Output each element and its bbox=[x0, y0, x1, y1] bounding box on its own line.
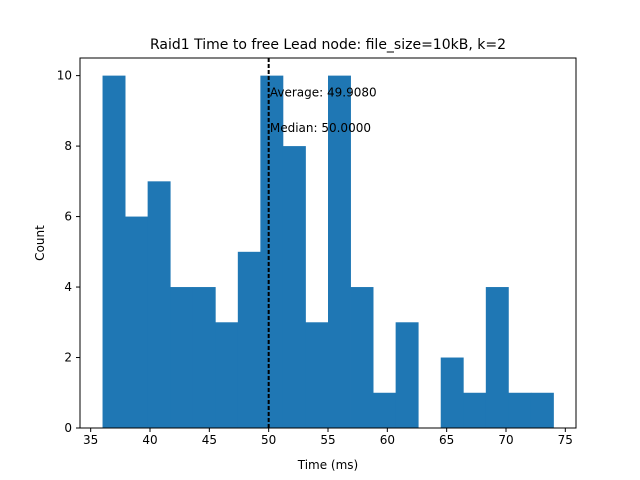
histogram-bar bbox=[215, 322, 239, 428]
histogram-bar bbox=[508, 392, 532, 428]
x-tick-label: 50 bbox=[261, 433, 276, 447]
annotations-group: Average: 49.9080 Median: 50.0000 bbox=[270, 86, 377, 135]
x-tick-label: 65 bbox=[439, 433, 454, 447]
x-tick-label: 55 bbox=[320, 433, 335, 447]
histogram-bar bbox=[395, 322, 419, 428]
histogram-bar bbox=[328, 75, 351, 428]
y-axis-label: Count bbox=[33, 225, 47, 261]
y-tick-label: 10 bbox=[57, 69, 72, 83]
x-tick-label: 75 bbox=[558, 433, 573, 447]
histogram-bar bbox=[350, 287, 374, 428]
histogram-bar bbox=[305, 322, 329, 428]
histogram-bar bbox=[485, 287, 509, 428]
bars-group bbox=[102, 75, 554, 428]
histogram-bar bbox=[373, 392, 397, 428]
histogram-bar bbox=[170, 287, 194, 428]
x-tick-label: 35 bbox=[83, 433, 98, 447]
y-tick-label: 8 bbox=[64, 139, 72, 153]
x-tick-label: 70 bbox=[498, 433, 513, 447]
y-axis-ticks: 0 2 4 6 8 10 bbox=[57, 69, 80, 435]
histogram-bar bbox=[463, 392, 487, 428]
y-tick-label: 0 bbox=[64, 421, 72, 435]
histogram-bar bbox=[440, 357, 464, 428]
x-tick-label: 60 bbox=[380, 433, 395, 447]
histogram-bar bbox=[282, 146, 306, 428]
y-tick-label: 4 bbox=[64, 280, 72, 294]
histogram-bar bbox=[192, 287, 216, 428]
histogram-bar bbox=[102, 75, 126, 428]
histogram-bar bbox=[125, 216, 149, 428]
x-axis-ticks: 35 40 45 50 55 60 65 70 75 bbox=[83, 428, 573, 447]
x-tick-label: 45 bbox=[202, 433, 217, 447]
y-tick-label: 6 bbox=[64, 210, 72, 224]
average-annotation: Average: 49.9080 bbox=[270, 86, 377, 100]
histogram-bar bbox=[530, 392, 554, 428]
histogram-bar bbox=[260, 75, 284, 428]
median-annotation: Median: 50.0000 bbox=[270, 121, 371, 135]
histogram-bar bbox=[237, 251, 261, 428]
histogram-bar bbox=[147, 181, 171, 428]
y-tick-label: 2 bbox=[64, 351, 72, 365]
x-tick-label: 40 bbox=[142, 433, 157, 447]
x-axis-label: Time (ms) bbox=[297, 458, 359, 472]
chart-title: Raid1 Time to free Lead node: file_size=… bbox=[150, 37, 506, 53]
